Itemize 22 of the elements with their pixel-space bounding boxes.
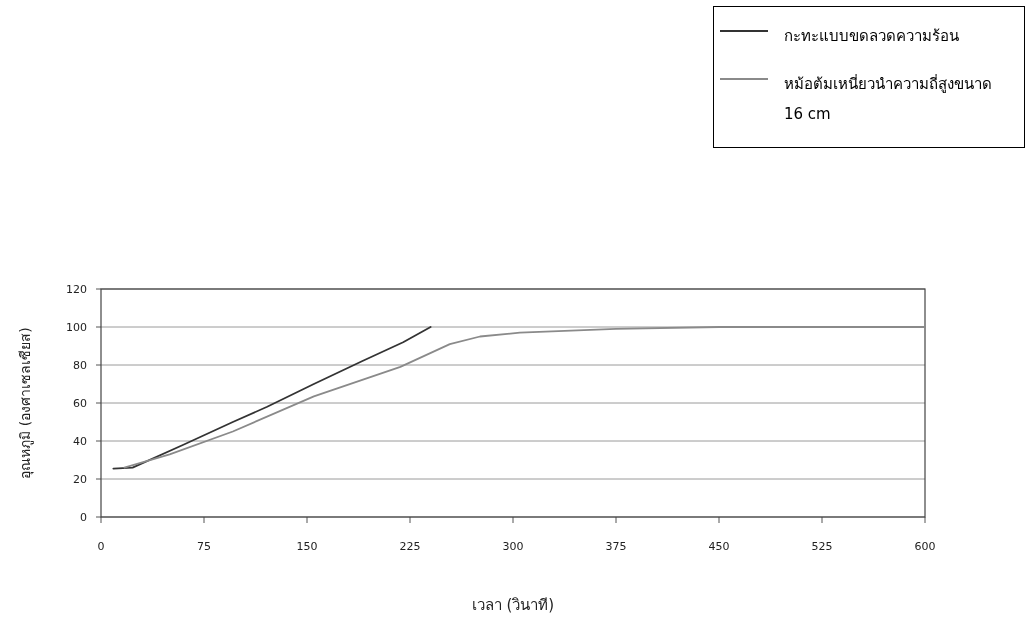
line-series: [112, 326, 432, 470]
x-tick-label: 525: [811, 540, 833, 553]
x-tick-label: 450: [708, 540, 730, 553]
y-tick-label: 80: [73, 359, 87, 372]
x-tick-label: 225: [399, 540, 421, 553]
legend-label: หม้อต้มเหนี่ยวนำความถี่สูงขนาด 16 cm: [784, 73, 993, 125]
x-tick-label: 0: [97, 540, 105, 553]
y-tick-label: 120: [66, 283, 87, 296]
y-tick-label: 60: [73, 397, 87, 410]
x-tick-label: 75: [197, 540, 211, 553]
x-tick-label: 600: [914, 540, 936, 553]
y-axis-title: อุณหภูมิ (องศาเซลเซียส): [17, 327, 34, 479]
y-tick-label: 0: [80, 511, 87, 524]
x-tick-label: 375: [605, 540, 627, 553]
line-series: [123, 326, 926, 469]
y-tick-label: 40: [73, 435, 87, 448]
x-axis-title: เวลา (วินาที): [471, 596, 555, 614]
x-tick-label: 150: [296, 540, 318, 553]
y-tick-label: 100: [66, 321, 87, 334]
y-tick-label: 20: [73, 473, 87, 486]
x-tick-label: 300: [502, 540, 524, 553]
legend-label: กะทะแบบขดลวดความร้อน: [784, 26, 959, 47]
